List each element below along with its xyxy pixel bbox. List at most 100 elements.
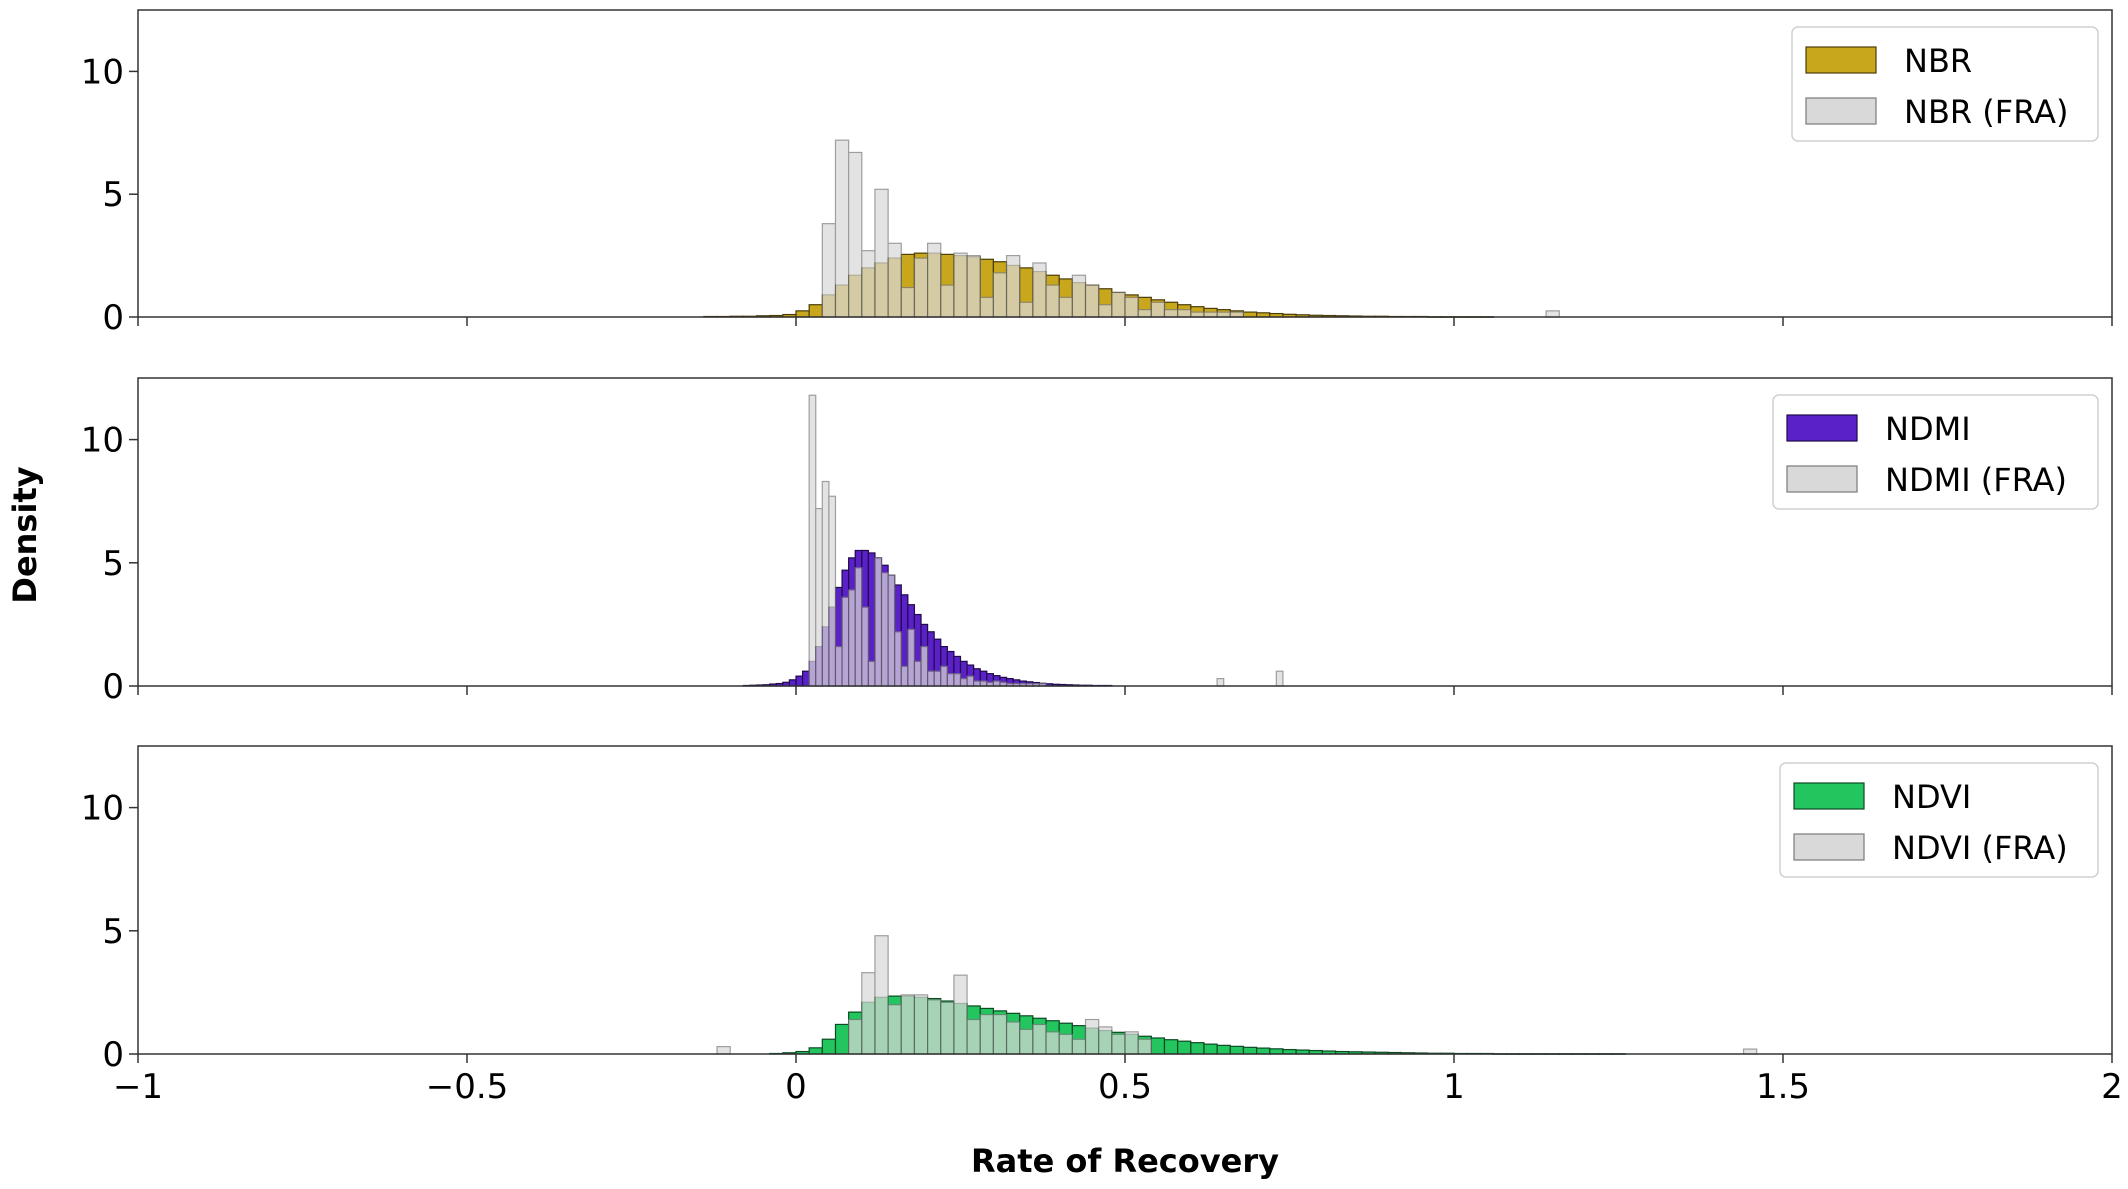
bar [1137, 309, 1152, 318]
bar [926, 999, 942, 1055]
bar [933, 670, 942, 687]
series-ndvi-fra- [848, 935, 1152, 1055]
bar [1150, 301, 1166, 318]
bar [907, 628, 916, 687]
x-tick-label: 1.5 [1756, 1067, 1810, 1107]
bar [1255, 1047, 1271, 1055]
bar [1084, 284, 1100, 318]
bar [966, 1018, 981, 1055]
bar [887, 1004, 902, 1055]
bar [1032, 1023, 1047, 1055]
bar [795, 675, 804, 687]
bar [848, 589, 856, 687]
bar [920, 645, 929, 687]
bar [1005, 1021, 1021, 1055]
bar [953, 974, 968, 1055]
bar [788, 679, 797, 687]
bar [1163, 1039, 1179, 1055]
bar [1071, 1038, 1087, 1055]
series-fra-outliers [716, 1046, 731, 1055]
y-tick-label: 0 [102, 667, 124, 707]
panel-1: 0 5 10 NBR NBR (FRA) [81, 9, 2113, 338]
bar [979, 1013, 994, 1055]
bar [808, 394, 817, 687]
legend-swatch-nbr-fra- [1805, 97, 1877, 125]
bar [828, 495, 837, 687]
series-fra-outlier [1545, 310, 1560, 318]
bar [861, 250, 876, 318]
bar [940, 1001, 955, 1055]
x-tick-label: 1 [1443, 1067, 1465, 1107]
y-tick-label: 10 [81, 789, 124, 829]
bar [834, 139, 850, 318]
y-tick-label: 5 [102, 544, 124, 584]
legend-label-ndmi-fra-: NDMI (FRA) [1885, 461, 2067, 499]
legend-label-ndvi-fra-: NDVI (FRA) [1892, 829, 2068, 867]
bar [867, 660, 876, 687]
bar [1124, 296, 1139, 318]
bar [900, 286, 916, 318]
panel-3: 0 5 10 −1 −0.5 0 0.5 1 1.5 2 NDVI NDVI (FRA) [81, 745, 2123, 1107]
series-fra-outliers [1216, 670, 1284, 687]
bar [1058, 1033, 1073, 1055]
legend: NBR NBR (FRA) [1791, 26, 2099, 142]
bar [1216, 678, 1225, 687]
bar [1177, 309, 1192, 318]
bar [1019, 1028, 1034, 1055]
bar [841, 596, 850, 687]
legend-swatch-ndvi [1793, 782, 1865, 810]
bar [1163, 309, 1179, 318]
bar [992, 1013, 1008, 1055]
bar [953, 673, 962, 687]
bar [795, 310, 810, 318]
bar [926, 242, 942, 318]
y-tick-label: 5 [102, 175, 124, 215]
bar [815, 507, 823, 687]
bar [926, 670, 935, 687]
bar [874, 935, 889, 1055]
bars [716, 935, 1758, 1055]
bar [1545, 310, 1560, 318]
y-tick-label: 10 [81, 421, 124, 461]
bar [854, 567, 863, 687]
panel-2: 0 5 10 NDMI NDMI (FRA) [81, 377, 2113, 707]
bar [821, 480, 830, 687]
bar [946, 673, 955, 687]
bar [900, 665, 909, 687]
bar [834, 645, 843, 687]
series-nbr-fra- [821, 139, 1245, 318]
bar [1137, 1038, 1152, 1055]
bar [801, 670, 810, 687]
bar [848, 151, 863, 318]
legend: NDVI NDVI (FRA) [1779, 762, 2099, 878]
bar [894, 631, 902, 687]
legend-label-nbr: NBR [1904, 42, 1972, 80]
bar [716, 1046, 731, 1055]
bar [1058, 296, 1073, 318]
bar [848, 1018, 863, 1055]
bar [913, 994, 929, 1055]
bar [1032, 262, 1047, 318]
bar [1098, 304, 1113, 318]
bar [880, 572, 889, 687]
bar [1124, 1031, 1139, 1055]
bars [703, 139, 1560, 318]
bar [1177, 1040, 1192, 1055]
x-tick-label: 0.5 [1098, 1067, 1152, 1107]
legend-swatch-ndmi [1786, 414, 1858, 442]
x-tick-label: −0.5 [426, 1067, 509, 1107]
bar [900, 994, 916, 1055]
bar [1216, 1044, 1231, 1055]
y-axis-title: Density [6, 466, 44, 603]
bar [1190, 1042, 1205, 1055]
bar [992, 272, 1008, 318]
y-tick-label: 0 [102, 298, 124, 338]
bars [742, 394, 1284, 687]
legend-label-ndmi: NDMI [1885, 410, 1971, 448]
bar [1071, 274, 1087, 318]
x-tick-label: −1 [113, 1067, 163, 1107]
legend-swatch-ndvi-fra- [1793, 833, 1865, 861]
bar [874, 557, 883, 687]
bar [861, 972, 876, 1055]
